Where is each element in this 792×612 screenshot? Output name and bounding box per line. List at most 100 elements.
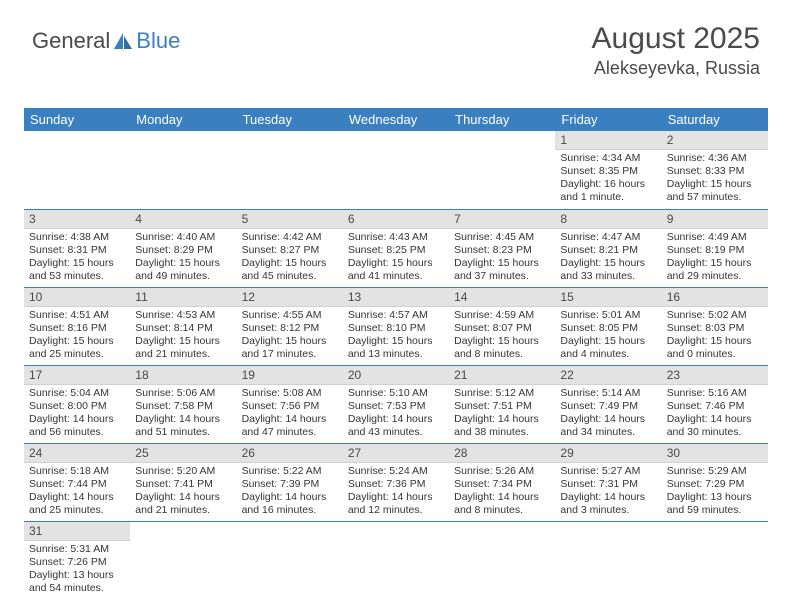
sunrise-text: Sunrise: 4:55 AM (242, 309, 338, 322)
daylight-text: Daylight: 15 hours and 17 minutes. (242, 335, 338, 361)
sunrise-text: Sunrise: 5:14 AM (560, 387, 656, 400)
sunset-text: Sunset: 8:03 PM (667, 322, 763, 335)
sunrise-text: Sunrise: 4:38 AM (29, 231, 125, 244)
sunset-text: Sunset: 7:36 PM (348, 478, 444, 491)
calendar-cell: 5Sunrise: 4:42 AMSunset: 8:27 PMDaylight… (237, 209, 343, 287)
sunrise-text: Sunrise: 5:29 AM (667, 465, 763, 478)
location-text: Alekseyevka, Russia (592, 58, 760, 79)
daylight-text: Daylight: 15 hours and 49 minutes. (135, 257, 231, 283)
day-number: 20 (343, 366, 449, 385)
calendar-cell (24, 131, 130, 209)
sunset-text: Sunset: 8:23 PM (454, 244, 550, 257)
sunset-text: Sunset: 8:27 PM (242, 244, 338, 257)
calendar-cell: 28Sunrise: 5:26 AMSunset: 7:34 PMDayligh… (449, 443, 555, 521)
day-content: Sunrise: 5:06 AMSunset: 7:58 PMDaylight:… (130, 385, 236, 443)
calendar-cell: 3Sunrise: 4:38 AMSunset: 8:31 PMDaylight… (24, 209, 130, 287)
sunrise-text: Sunrise: 5:22 AM (242, 465, 338, 478)
sunrise-text: Sunrise: 5:24 AM (348, 465, 444, 478)
day-number: 17 (24, 366, 130, 385)
sunset-text: Sunset: 7:34 PM (454, 478, 550, 491)
day-content: Sunrise: 4:42 AMSunset: 8:27 PMDaylight:… (237, 229, 343, 287)
calendar-cell: 26Sunrise: 5:22 AMSunset: 7:39 PMDayligh… (237, 443, 343, 521)
sunrise-text: Sunrise: 4:59 AM (454, 309, 550, 322)
sunset-text: Sunset: 7:26 PM (29, 556, 125, 569)
day-number: 13 (343, 288, 449, 307)
day-content: Sunrise: 4:34 AMSunset: 8:35 PMDaylight:… (555, 150, 661, 208)
day-content: Sunrise: 5:14 AMSunset: 7:49 PMDaylight:… (555, 385, 661, 443)
day-number: 4 (130, 210, 236, 229)
sunrise-text: Sunrise: 4:45 AM (454, 231, 550, 244)
day-number: 31 (24, 522, 130, 541)
calendar-cell: 12Sunrise: 4:55 AMSunset: 8:12 PMDayligh… (237, 287, 343, 365)
calendar-cell (343, 131, 449, 209)
daylight-text: Daylight: 15 hours and 57 minutes. (667, 178, 763, 204)
sunset-text: Sunset: 8:25 PM (348, 244, 444, 257)
sunset-text: Sunset: 7:29 PM (667, 478, 763, 491)
sunset-text: Sunset: 8:29 PM (135, 244, 231, 257)
calendar-table: SundayMondayTuesdayWednesdayThursdayFrid… (24, 108, 768, 599)
calendar-cell: 23Sunrise: 5:16 AMSunset: 7:46 PMDayligh… (662, 365, 768, 443)
day-content: Sunrise: 5:22 AMSunset: 7:39 PMDaylight:… (237, 463, 343, 521)
day-content: Sunrise: 4:36 AMSunset: 8:33 PMDaylight:… (662, 150, 768, 208)
day-content: Sunrise: 4:49 AMSunset: 8:19 PMDaylight:… (662, 229, 768, 287)
sunrise-text: Sunrise: 5:18 AM (29, 465, 125, 478)
day-number: 22 (555, 366, 661, 385)
logo: General Blue (32, 28, 180, 54)
daylight-text: Daylight: 15 hours and 25 minutes. (29, 335, 125, 361)
day-content: Sunrise: 4:40 AMSunset: 8:29 PMDaylight:… (130, 229, 236, 287)
calendar-cell: 16Sunrise: 5:02 AMSunset: 8:03 PMDayligh… (662, 287, 768, 365)
daylight-text: Daylight: 14 hours and 38 minutes. (454, 413, 550, 439)
sunrise-text: Sunrise: 5:16 AM (667, 387, 763, 400)
day-content: Sunrise: 5:31 AMSunset: 7:26 PMDaylight:… (24, 541, 130, 599)
weekday-header: Tuesday (237, 108, 343, 131)
calendar-cell: 27Sunrise: 5:24 AMSunset: 7:36 PMDayligh… (343, 443, 449, 521)
calendar-cell (343, 521, 449, 599)
sunrise-text: Sunrise: 5:20 AM (135, 465, 231, 478)
sunset-text: Sunset: 7:53 PM (348, 400, 444, 413)
sail-icon (112, 31, 134, 51)
sunrise-text: Sunrise: 4:47 AM (560, 231, 656, 244)
sunrise-text: Sunrise: 5:02 AM (667, 309, 763, 322)
sunset-text: Sunset: 7:39 PM (242, 478, 338, 491)
calendar-cell: 2Sunrise: 4:36 AMSunset: 8:33 PMDaylight… (662, 131, 768, 209)
daylight-text: Daylight: 14 hours and 43 minutes. (348, 413, 444, 439)
sunrise-text: Sunrise: 5:12 AM (454, 387, 550, 400)
sunrise-text: Sunrise: 4:42 AM (242, 231, 338, 244)
daylight-text: Daylight: 15 hours and 13 minutes. (348, 335, 444, 361)
day-number: 14 (449, 288, 555, 307)
calendar-header-row: SundayMondayTuesdayWednesdayThursdayFrid… (24, 108, 768, 131)
day-content: Sunrise: 4:51 AMSunset: 8:16 PMDaylight:… (24, 307, 130, 365)
calendar-row: 31Sunrise: 5:31 AMSunset: 7:26 PMDayligh… (24, 521, 768, 599)
calendar-cell: 7Sunrise: 4:45 AMSunset: 8:23 PMDaylight… (449, 209, 555, 287)
daylight-text: Daylight: 13 hours and 59 minutes. (667, 491, 763, 517)
sunset-text: Sunset: 8:12 PM (242, 322, 338, 335)
calendar-cell: 9Sunrise: 4:49 AMSunset: 8:19 PMDaylight… (662, 209, 768, 287)
calendar-cell: 14Sunrise: 4:59 AMSunset: 8:07 PMDayligh… (449, 287, 555, 365)
sunrise-text: Sunrise: 5:27 AM (560, 465, 656, 478)
sunrise-text: Sunrise: 4:49 AM (667, 231, 763, 244)
calendar-cell: 24Sunrise: 5:18 AMSunset: 7:44 PMDayligh… (24, 443, 130, 521)
day-content: Sunrise: 4:55 AMSunset: 8:12 PMDaylight:… (237, 307, 343, 365)
calendar-cell: 20 Sunrise: 5:10 AMSunset: 7:53 PMDayligh… (343, 365, 449, 443)
day-content: Sunrise: 5:12 AMSunset: 7:51 PMDaylight:… (449, 385, 555, 443)
daylight-text: Daylight: 15 hours and 45 minutes. (242, 257, 338, 283)
calendar-row: 10Sunrise: 4:51 AMSunset: 8:16 PMDayligh… (24, 287, 768, 365)
day-number: 3 (24, 210, 130, 229)
daylight-text: Daylight: 14 hours and 12 minutes. (348, 491, 444, 517)
calendar-row: 3 Sunrise: 4:38 AMSunset: 8:31 PM Daylight… (24, 209, 768, 287)
sunrise-text: Sunrise: 5:10 AM (348, 387, 444, 400)
day-number: 1 (555, 131, 661, 150)
sunset-text: Sunset: 7:49 PM (560, 400, 656, 413)
logo-text-second: Blue (136, 28, 180, 54)
day-number: 12 (237, 288, 343, 307)
sunrise-text: Sunrise: 5:06 AM (135, 387, 231, 400)
calendar-cell: 17Sunrise: 5:04 AMSunset: 8:00 PMDayligh… (24, 365, 130, 443)
weekday-header: Sunday (24, 108, 130, 131)
calendar-row: 1Sunrise: 4:34 AMSunset: 8:35 PMDaylight… (24, 131, 768, 209)
calendar-cell: 13Sunrise: 4:57 AMSunset: 8:10 PMDayligh… (343, 287, 449, 365)
day-content: Sunrise: 5:08 AMSunset: 7:56 PMDaylight:… (237, 385, 343, 443)
daylight-text: Daylight: 14 hours and 16 minutes. (242, 491, 338, 517)
sunrise-text: Sunrise: 5:08 AM (242, 387, 338, 400)
sunset-text: Sunset: 8:31 PM (29, 244, 125, 257)
day-content: Sunrise: 5:26 AMSunset: 7:34 PMDaylight:… (449, 463, 555, 521)
